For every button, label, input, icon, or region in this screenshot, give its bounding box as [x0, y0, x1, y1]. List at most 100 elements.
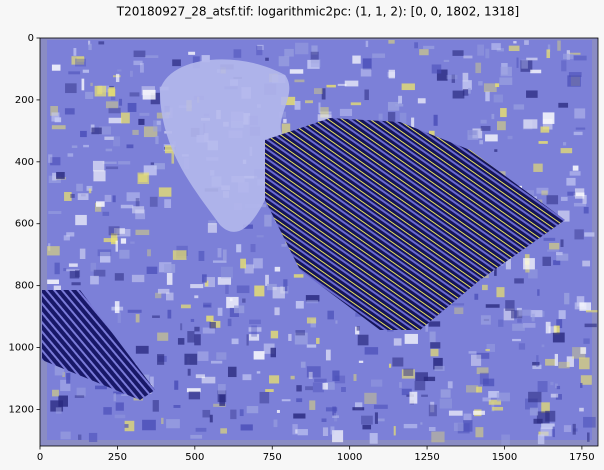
texture-patch	[488, 399, 502, 405]
texture-patch	[326, 84, 336, 88]
texture-patch	[462, 72, 469, 82]
texture-patch	[92, 160, 105, 172]
texture-patch	[93, 170, 106, 182]
texture-patch	[88, 188, 92, 194]
texture-patch	[491, 43, 501, 50]
texture-patch	[164, 199, 172, 209]
texture-patch	[108, 107, 121, 114]
texture-patch	[538, 141, 548, 144]
texture-patch	[115, 402, 124, 411]
texture-patch	[139, 112, 150, 116]
texture-patch	[579, 407, 584, 412]
texture-patch	[269, 375, 280, 384]
texture-patch	[60, 379, 71, 392]
texture-patch	[561, 60, 567, 72]
texture-patch	[66, 269, 80, 272]
texture-patch	[352, 55, 361, 64]
texture-patch	[479, 372, 489, 385]
texture-patch	[549, 242, 560, 250]
texture-patch	[560, 148, 573, 154]
texture-patch	[274, 266, 281, 272]
texture-patch	[388, 69, 395, 79]
texture-patch	[573, 55, 587, 61]
texture-patch	[236, 285, 250, 294]
texture-patch	[358, 360, 364, 363]
texture-patch	[496, 392, 510, 402]
texture-patch	[305, 295, 320, 302]
texture-patch	[521, 59, 528, 69]
texture-patch	[542, 112, 555, 124]
texture-patch	[254, 285, 265, 297]
texture-patch	[249, 319, 261, 325]
texture-patch	[480, 125, 491, 131]
texture-patch	[96, 201, 105, 207]
texture-patch	[528, 269, 538, 279]
texture-patch	[462, 89, 469, 96]
texture-patch	[529, 407, 539, 416]
texture-patch	[564, 292, 570, 305]
texture-patch	[201, 376, 216, 384]
texture-patch	[395, 103, 404, 107]
texture-patch	[497, 121, 506, 131]
texture-patch	[154, 163, 165, 170]
texture-patch	[485, 48, 490, 59]
texture-patch	[102, 161, 117, 164]
texture-patch	[475, 427, 484, 438]
texture-patch	[542, 118, 553, 130]
texture-patch	[295, 300, 304, 309]
texture-patch	[202, 327, 215, 334]
texture-patch	[332, 415, 340, 418]
texture-patch	[296, 385, 302, 392]
texture-patch	[113, 228, 125, 234]
texture-patch	[52, 389, 59, 397]
texture-patch	[554, 353, 558, 366]
texture-patch	[52, 172, 57, 181]
texture-patch	[453, 422, 464, 432]
texture-patch	[150, 376, 154, 388]
texture-patch	[212, 260, 227, 263]
texture-patch	[276, 409, 280, 413]
texture-patch	[357, 334, 369, 346]
texture-patch	[500, 108, 507, 118]
texture-patch	[88, 43, 92, 51]
texture-patch	[307, 59, 320, 69]
texture-patch	[58, 395, 68, 407]
texture-patch	[586, 432, 590, 442]
texture-patch	[310, 59, 321, 68]
texture-patch	[95, 385, 107, 390]
texture-patch	[295, 330, 305, 336]
texture-patch	[207, 223, 217, 233]
y-tick-label: 400	[15, 157, 34, 168]
texture-patch	[556, 251, 563, 256]
texture-patch	[103, 407, 112, 415]
texture-patch	[109, 85, 114, 89]
texture-patch	[127, 102, 137, 112]
texture-patch	[548, 326, 557, 333]
y-tick-label: 0	[28, 33, 34, 44]
texture-patch	[543, 237, 556, 241]
texture-patch	[401, 388, 412, 396]
texture-patch	[494, 149, 498, 152]
texture-patch	[476, 386, 483, 393]
texture-patch	[217, 384, 226, 395]
texture-patch	[198, 250, 205, 261]
texture-patch	[54, 365, 65, 376]
texture-patch	[190, 318, 195, 322]
texture-patch	[476, 367, 489, 375]
texture-patch	[174, 380, 179, 390]
texture-patch	[143, 126, 158, 138]
texture-patch	[108, 117, 122, 124]
texture-patch	[341, 387, 346, 392]
texture-patch	[281, 399, 291, 402]
texture-patch	[216, 352, 227, 360]
texture-patch	[113, 393, 117, 402]
texture-patch	[210, 360, 223, 364]
texture-patch	[430, 342, 441, 349]
texture-patch	[149, 196, 158, 207]
texture-patch	[172, 250, 187, 260]
texture-patch	[248, 327, 262, 332]
texture-patch	[485, 304, 500, 308]
texture-patch	[353, 374, 357, 381]
texture-patch	[436, 69, 448, 81]
texture-patch	[78, 434, 82, 440]
